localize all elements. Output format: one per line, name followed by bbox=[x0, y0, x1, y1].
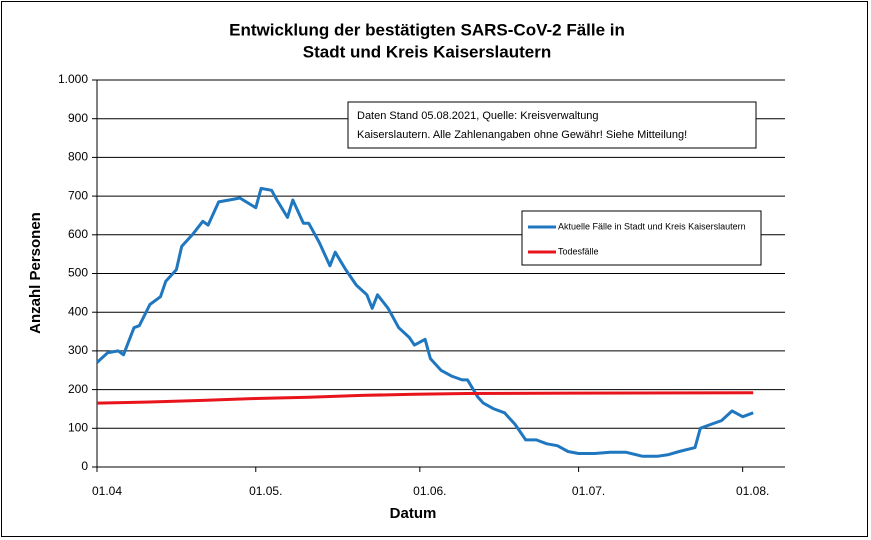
y-tick-label: 500 bbox=[68, 266, 88, 280]
data-line bbox=[95, 186, 754, 458]
annotation-box bbox=[347, 101, 757, 149]
chart-title: Stadt und Kreis Kaiserslautern bbox=[303, 42, 551, 61]
x-axis-label: Datum bbox=[390, 505, 437, 522]
y-tick-label: 700 bbox=[68, 188, 88, 202]
x-tick-label: 01.05. bbox=[249, 484, 282, 498]
legend-label: Aktuelle Fälle in Stadt und Kreis Kaiser… bbox=[558, 221, 746, 231]
y-tick-label: 1.000 bbox=[58, 72, 88, 86]
y-tick-label: 0 bbox=[81, 459, 88, 473]
y-tick-label: 600 bbox=[68, 227, 88, 241]
annotation: Kaiserslautern. Alle Zahlenangaben ohne … bbox=[357, 129, 687, 141]
y-tick-label: 800 bbox=[68, 150, 88, 164]
legend-label: Todesfälle bbox=[558, 246, 599, 256]
y-tick-label: 900 bbox=[68, 111, 88, 125]
x-tick-label: 01.08. bbox=[736, 484, 769, 498]
annotation: Daten Stand 05.08.2021, Quelle: Kreisver… bbox=[357, 110, 599, 122]
data-line bbox=[96, 391, 754, 405]
y-tick-label: 400 bbox=[68, 304, 88, 318]
x-tick-label: 01.07. bbox=[572, 484, 605, 498]
legend-box bbox=[521, 210, 762, 266]
x-tick-label: 01.04 bbox=[92, 484, 122, 498]
y-tick-label: 200 bbox=[68, 382, 88, 396]
y-tick-label: 100 bbox=[68, 420, 88, 434]
chart-title: Entwicklung der bestätigten SARS-CoV-2 F… bbox=[229, 20, 625, 39]
y-axis-label: Anzahl Personen bbox=[27, 212, 44, 334]
y-tick-label: 300 bbox=[68, 343, 88, 357]
x-tick-label: 01.06. bbox=[413, 484, 446, 498]
